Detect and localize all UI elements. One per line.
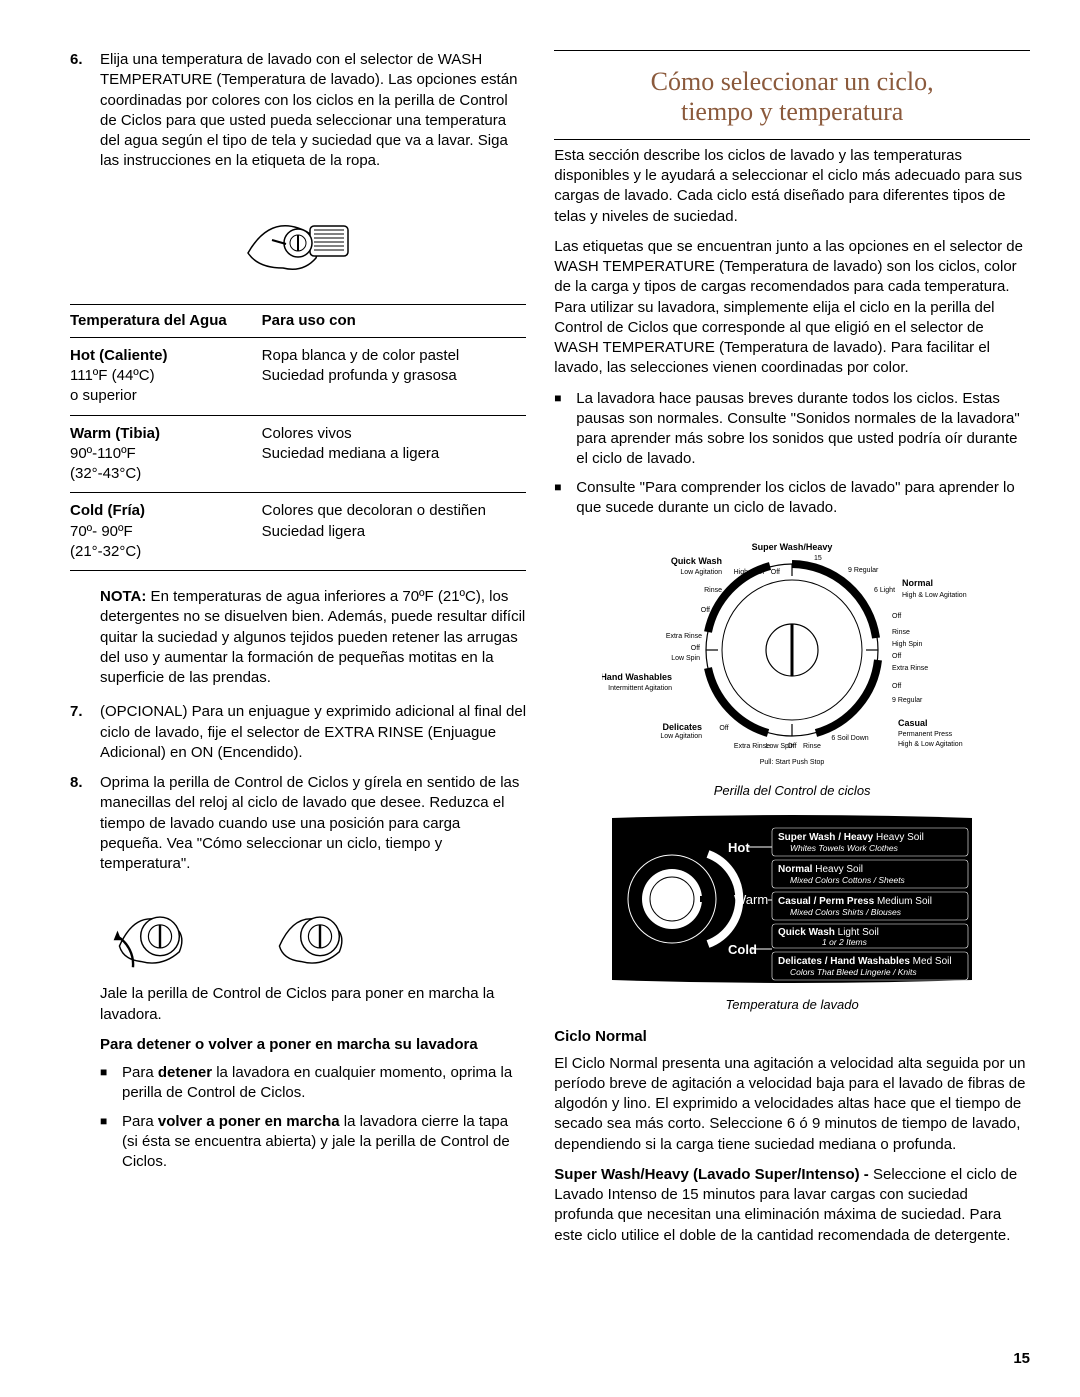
step8-text: Oprima la perilla de Control de Ciclos y… bbox=[100, 773, 526, 874]
page-number: 15 bbox=[1013, 1349, 1030, 1369]
detener-list: Para detener la lavadora en cualquier mo… bbox=[100, 1063, 526, 1172]
svg-text:Delicates / Hand Washables Med: Delicates / Hand Washables Med Soil bbox=[778, 956, 952, 967]
jale-text: Jale la perilla de Control de Ciclos par… bbox=[100, 984, 526, 1025]
svg-text:High & Low Agitation: High & Low Agitation bbox=[898, 741, 963, 748]
right-column: Cómo seleccionar un ciclo, tiempo y temp… bbox=[554, 50, 1030, 1256]
svg-text:Low Spin: Low Spin bbox=[671, 655, 700, 662]
caption-cycle-dial: Perilla del Control de ciclos bbox=[554, 782, 1030, 800]
th-use: Para uso con bbox=[262, 304, 527, 337]
svg-text:Pull: Start Push Stop: Pull: Start Push Stop bbox=[760, 759, 825, 766]
svg-text:Super Wash / Heavy Heavy Soil: Super Wash / Heavy Heavy Soil bbox=[778, 832, 924, 843]
svg-text:9 Regular: 9 Regular bbox=[848, 567, 879, 574]
temp-selector-illustration bbox=[70, 196, 526, 286]
svg-text:9 Regular: 9 Regular bbox=[892, 697, 923, 704]
svg-text:Extra Rinse: Extra Rinse bbox=[666, 633, 702, 640]
right-p1: Esta sección describe los ciclos de lava… bbox=[554, 146, 1030, 227]
svg-text:Off: Off bbox=[892, 653, 901, 660]
svg-text:Off: Off bbox=[701, 607, 710, 614]
cycle-dial-diagram: Super Wash/Heavy Quick Wash Normal Hand … bbox=[554, 530, 1030, 770]
caption-temp-selector: Temperatura de lavado bbox=[554, 996, 1030, 1014]
svg-text:Rinse: Rinse bbox=[803, 743, 821, 750]
svg-text:Mixed Colors Shirts / Blouse: Mixed Colors Shirts / Blouses bbox=[790, 907, 902, 917]
svg-text:Off: Off bbox=[720, 725, 729, 732]
section-heading: Cómo seleccionar un ciclo, tiempo y temp… bbox=[554, 67, 1030, 127]
svg-text:Mixed Colors Cottons / Sheet: Mixed Colors Cottons / Sheets bbox=[790, 875, 906, 885]
step6-number: 6. bbox=[70, 50, 92, 182]
th-temp: Temperatura del Agua bbox=[70, 304, 262, 337]
step8-number: 8. bbox=[70, 773, 92, 1180]
svg-text:Hand Washables: Hand Washables bbox=[602, 672, 672, 682]
svg-text:High & Low Agitation: High & Low Agitation bbox=[902, 592, 967, 599]
divider bbox=[554, 139, 1030, 140]
ciclo-normal-heading: Ciclo Normal bbox=[554, 1027, 1030, 1047]
ciclo-normal-text: El Ciclo Normal presenta una agitación a… bbox=[554, 1054, 1030, 1155]
svg-text:Delicates: Delicates bbox=[663, 722, 703, 732]
super-wash-text: Super Wash/Heavy (Lavado Super/Intenso) … bbox=[554, 1165, 1030, 1246]
svg-text:Rinse: Rinse bbox=[704, 587, 722, 594]
table-row: Cold (Fría)70º- 90ºF (21°-32°C) Colores … bbox=[70, 493, 526, 571]
svg-text:Off: Off bbox=[691, 645, 700, 652]
svg-text:1 or 2 Items: 1 or 2 Items bbox=[822, 937, 868, 947]
svg-text:Permanent Press: Permanent Press bbox=[898, 731, 953, 738]
step6-text: Elija una temperatura de lavado con el s… bbox=[100, 50, 526, 172]
step7-text: (OPCIONAL) Para un enjuague y exprimido … bbox=[100, 702, 526, 763]
step7-number: 7. bbox=[70, 702, 92, 763]
table-row: Warm (Tibia)90º-110ºF (32°-43°C) Colores… bbox=[70, 415, 526, 493]
svg-text:Low Agitation: Low Agitation bbox=[660, 733, 702, 740]
temp-selector-diagram: Hot Warm Cold Super Wash / Heavy Heavy S… bbox=[612, 814, 972, 990]
right-p2: Las etiquetas que se encuentran junto a … bbox=[554, 237, 1030, 379]
right-bullets: La lavadora hace pausas breves durante t… bbox=[554, 389, 1030, 519]
svg-text:Extra Rinse: Extra Rinse bbox=[892, 665, 928, 672]
cycle-knob-illustrations bbox=[100, 888, 526, 976]
svg-text:Casual: Casual bbox=[898, 718, 928, 728]
svg-text:Quick Wash: Quick Wash bbox=[671, 556, 722, 566]
svg-text:Off: Off bbox=[892, 613, 901, 620]
temperature-table: Temperatura del Agua Para uso con Hot (C… bbox=[70, 304, 526, 572]
svg-text:High Spin: High Spin bbox=[892, 641, 922, 648]
nota-block: NOTA: En temperaturas de agua inferiores… bbox=[70, 587, 526, 688]
table-row: Hot (Caliente)111ºF (44ºC) o superior Ro… bbox=[70, 337, 526, 415]
svg-text:Off: Off bbox=[892, 683, 901, 690]
svg-text:Super Wash/Heavy: Super Wash/Heavy bbox=[752, 542, 833, 552]
svg-text:Normal Heavy Soil: Normal Heavy Soil bbox=[778, 864, 863, 875]
svg-text:15: 15 bbox=[814, 555, 822, 562]
svg-text:Casual / Perm Press Medium Soi: Casual / Perm Press Medium Soil bbox=[778, 896, 932, 907]
left-column: 6. Elija una temperatura de lavado con e… bbox=[50, 50, 526, 1256]
detener-heading: Para detener o volver a poner en marcha … bbox=[100, 1035, 526, 1055]
svg-text:Hot: Hot bbox=[728, 840, 750, 855]
svg-text:6 Light: 6 Light bbox=[874, 587, 895, 594]
svg-text:Low Agitation: Low Agitation bbox=[680, 569, 722, 576]
svg-text:6 Soil Down: 6 Soil Down bbox=[831, 735, 868, 742]
svg-text:Intermittent Agitation: Intermittent Agitation bbox=[608, 685, 672, 692]
svg-text:Off: Off bbox=[788, 743, 797, 750]
svg-text:Whites Towels Work Clothes: Whites Towels Work Clothes bbox=[790, 843, 899, 853]
svg-text:High Spin: High Spin bbox=[734, 569, 764, 576]
svg-text:Off: Off bbox=[771, 569, 780, 576]
svg-text:Warm: Warm bbox=[734, 892, 768, 907]
svg-text:Normal: Normal bbox=[902, 578, 933, 588]
svg-text:Colors That Bleed Lingerie /: Colors That Bleed Lingerie / Knits bbox=[790, 967, 917, 977]
svg-text:Rinse: Rinse bbox=[892, 629, 910, 636]
